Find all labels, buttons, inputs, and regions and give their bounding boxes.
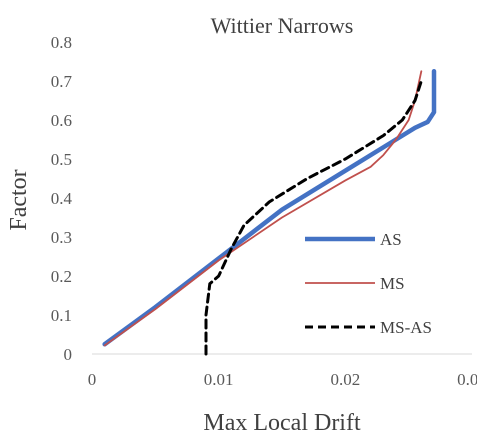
legend-label: MS-AS	[380, 318, 432, 337]
legend: AS MS MS-AS	[305, 230, 432, 337]
x-tick-label: 0.02	[330, 370, 360, 389]
series-line-as	[102, 69, 437, 347]
x-axis-title: Max Local Drift	[203, 410, 361, 436]
y-tick-label: 0.8	[51, 33, 72, 52]
y-tick-label: 0.6	[51, 111, 72, 130]
legend-label: AS	[380, 230, 402, 249]
y-tick-label: 0.2	[51, 267, 72, 286]
y-tick-label: 0.5	[51, 150, 72, 169]
series-line-ms-as	[204, 79, 423, 356]
y-tick-label: 0.4	[51, 189, 73, 208]
y-axis-title: Factor	[6, 169, 32, 230]
y-tick-label: 0.1	[51, 306, 72, 325]
legend-label: MS	[380, 274, 405, 293]
chart-title: Wittier Narrows	[211, 13, 354, 38]
x-tick-label: 0	[88, 370, 97, 389]
x-tick-label: 0.03	[457, 370, 477, 389]
y-tick-label: 0.3	[51, 228, 72, 247]
series-line-ms	[103, 70, 423, 347]
plot-area: 0 0.1 0.2 0.3 0.4 0.5 0.6 0.7 0.8 0 0.01 0.02 0.03	[51, 33, 477, 389]
y-tick-label: 0.7	[51, 72, 73, 91]
y-tick-label: 0	[64, 345, 73, 364]
x-tick-label: 0.01	[204, 370, 234, 389]
